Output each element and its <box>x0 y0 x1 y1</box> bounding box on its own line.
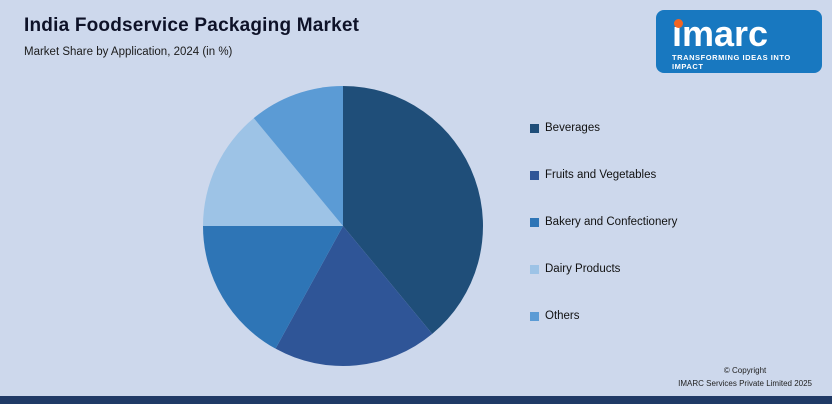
page-title: India Foodservice Packaging Market <box>24 15 360 36</box>
legend-swatch-bakery-and-confectionery <box>530 217 539 227</box>
legend-label-bakery-and-confectionery: Bakery and Confectionery <box>545 216 678 228</box>
pie-slice-others <box>253 86 343 226</box>
legend-swatch-beverages <box>530 123 539 133</box>
copyright-line1: © Copyright <box>723 365 767 375</box>
legend-label-others: Others <box>545 310 580 322</box>
copyright-line2: IMARC Services Private Limited 2025 <box>678 379 812 389</box>
legend-item-beverages: Beverages <box>530 122 677 134</box>
pie-chart <box>203 86 483 366</box>
legend-label-fruits-and-vegetables: Fruits and Vegetables <box>545 169 657 181</box>
pie-slice-beverages <box>343 86 483 334</box>
pie-slice-bakery-and-confectionery <box>203 226 343 349</box>
legend-swatch-dairy-products <box>530 264 539 274</box>
pie-slice-fruits-and-vegetables <box>275 226 433 366</box>
logo-orange-dot-icon <box>674 19 683 28</box>
legend-item-others: Others <box>530 310 677 322</box>
legend-item-dairy-products: Dairy Products <box>530 263 677 275</box>
pie-slice-dairy-products <box>203 118 343 226</box>
legend-item-bakery-and-confectionery: Bakery and Confectionery <box>530 216 677 228</box>
legend-label-beverages: Beverages <box>545 122 600 134</box>
legend-item-fruits-and-vegetables: Fruits and Vegetables <box>530 169 677 181</box>
legend-swatch-others <box>530 311 539 321</box>
imarc-brand: ımarc <box>672 13 769 54</box>
legend-swatch-fruits-and-vegetables <box>530 170 539 180</box>
copyright-block: © Copyright IMARC Services Private Limit… <box>678 364 812 391</box>
pie-chart-wrap <box>202 85 484 367</box>
legend-label-dairy-products: Dairy Products <box>545 263 621 275</box>
imarc-logo-panel: ımarc TRANSFORMING IDEAS INTO IMPACT <box>656 10 822 73</box>
chart-legend: Beverages Fruits and Vegetables Bakery a… <box>530 122 677 322</box>
imarc-tagline: TRANSFORMING IDEAS INTO IMPACT <box>672 53 791 71</box>
bottom-bar <box>0 396 832 404</box>
page-subtitle: Market Share by Application, 2024 (in %) <box>24 46 233 58</box>
